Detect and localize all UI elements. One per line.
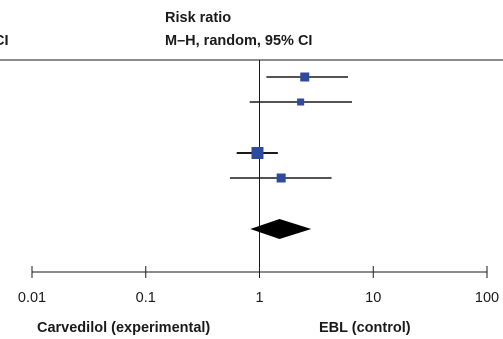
x-tick-label: 0.01 (18, 290, 46, 306)
study-point-estimate (251, 147, 264, 159)
chart-subtitle: M–H, random, 95% CI (165, 33, 312, 49)
study-point-estimate (276, 173, 286, 183)
x-tick-label: 10 (365, 290, 381, 306)
favours-experimental-label: Carvedilol (experimental) (37, 320, 210, 336)
chart-title: Risk ratio (165, 10, 231, 26)
study-point-estimate (297, 98, 305, 106)
favours-control-label: EBL (control) (319, 320, 411, 336)
x-tick-label: 1 (255, 290, 263, 306)
study-estimates (229, 72, 352, 183)
header-ci-fragment: CI (0, 33, 9, 49)
x-tick-label: 100 (475, 290, 499, 306)
x-tick-label: 0.1 (136, 290, 156, 306)
study-point-estimate (300, 72, 310, 82)
pooled-estimate-diamond (250, 219, 312, 239)
x-axis-ticks: 0.01 0.1 1 10 100 (18, 266, 499, 306)
